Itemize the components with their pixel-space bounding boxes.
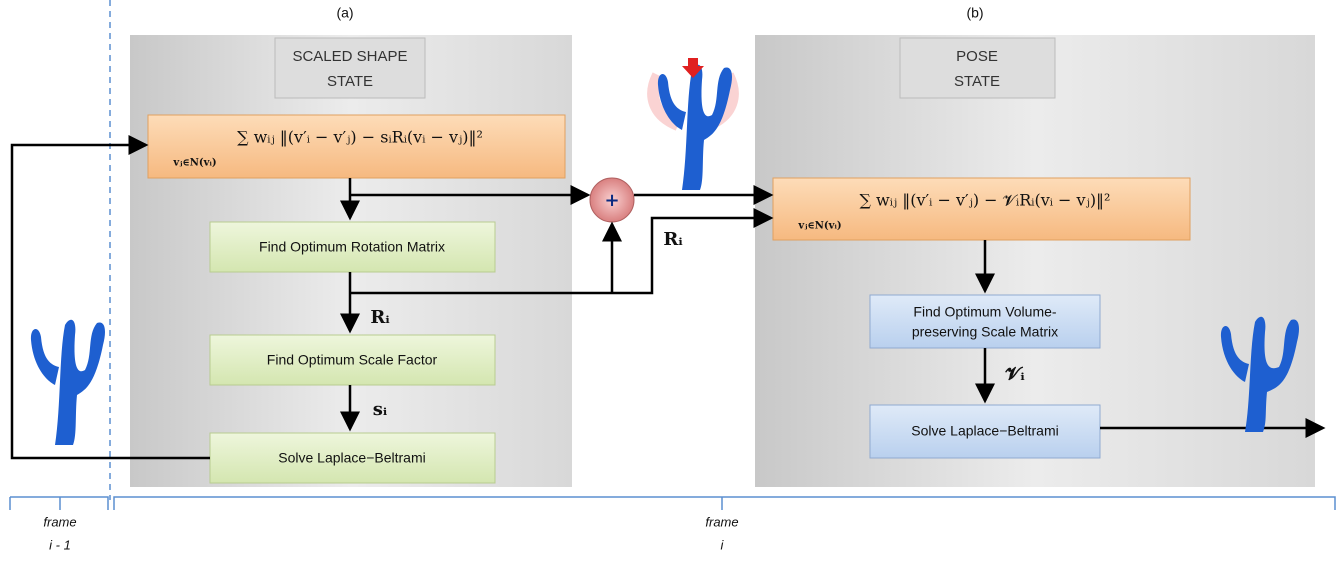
diagram: (a) (b) SCALED SHAPE STATE POSE STATE ∑ … bbox=[0, 0, 1343, 559]
label: SCALED SHAPE bbox=[292, 48, 407, 65]
label: i bbox=[721, 537, 725, 552]
label: Find Optimum Rotation Matrix bbox=[259, 239, 445, 255]
label: (a) bbox=[336, 5, 353, 21]
label: Rᵢ bbox=[370, 307, 390, 328]
label: POSE bbox=[956, 48, 998, 65]
label: + bbox=[604, 190, 619, 211]
label: Solve Laplace−Beltrami bbox=[278, 450, 425, 466]
label: 𝓥ᵢ bbox=[1004, 364, 1025, 385]
label: i - 1 bbox=[49, 537, 71, 552]
label: STATE bbox=[327, 73, 373, 90]
label: Find Optimum Volume- bbox=[913, 304, 1056, 320]
label: vⱼ∈N(vᵢ) bbox=[797, 221, 841, 232]
label: Find Optimum Scale Factor bbox=[267, 352, 438, 368]
label: (b) bbox=[966, 5, 983, 21]
label: Solve Laplace−Beltrami bbox=[911, 423, 1058, 439]
label: frame bbox=[705, 514, 738, 529]
label: preserving Scale Matrix bbox=[912, 324, 1058, 340]
label: frame bbox=[43, 514, 76, 529]
label: sᵢ bbox=[373, 399, 388, 420]
label: Rᵢ bbox=[663, 229, 683, 250]
label: ∑ wᵢⱼ ‖(v′ᵢ − v′ⱼ) − 𝓥ᵢRᵢ(vᵢ − vⱼ)‖² bbox=[860, 191, 1111, 210]
label: ∑ wᵢⱼ ‖(v′ᵢ − v′ⱼ) − sᵢRᵢ(vᵢ − vⱼ)‖² bbox=[237, 128, 483, 147]
label: STATE bbox=[954, 73, 1000, 90]
label: vⱼ∈N(vᵢ) bbox=[172, 158, 216, 169]
